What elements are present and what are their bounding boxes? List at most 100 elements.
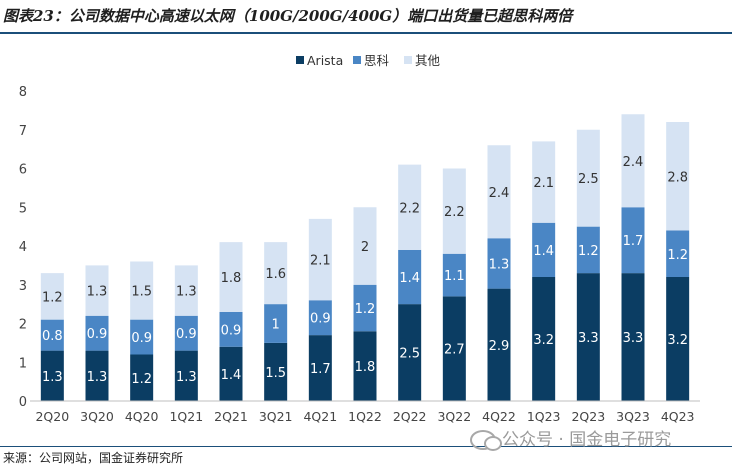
data-label: 1.3 xyxy=(176,370,197,385)
x-axis: 2Q20 3Q20 4Q20 1Q21 2Q21 3Q21 4Q21 1Q22 2Q22 3Q22… xyxy=(30,400,700,424)
x-tick-label: 4Q21 xyxy=(303,409,337,424)
data-label: 0.9 xyxy=(221,323,242,338)
data-label: 1.3 xyxy=(176,285,197,300)
bar-segment xyxy=(576,273,600,401)
x-tick-label: 1Q21 xyxy=(169,409,203,424)
bar-segment xyxy=(442,253,466,297)
legend-swatch xyxy=(404,56,412,64)
y-tick-label: 8 xyxy=(19,85,27,100)
bar-segment xyxy=(532,141,556,223)
bar-segment xyxy=(442,296,466,401)
bar-segment xyxy=(398,164,422,250)
y-tick-label: 2 xyxy=(19,318,27,333)
bar-segment xyxy=(130,261,154,320)
data-label: 1.5 xyxy=(265,366,286,381)
y-tick-label: 4 xyxy=(19,240,27,255)
bar-segment xyxy=(219,346,243,401)
x-tick-label: 3Q22 xyxy=(437,409,471,424)
data-label: 3.2 xyxy=(667,333,688,348)
bar-segment xyxy=(532,222,556,277)
bar-segment xyxy=(174,315,198,351)
data-label: 1.8 xyxy=(355,360,376,375)
bar-segment xyxy=(398,249,422,305)
bar-segment xyxy=(442,168,466,254)
x-tick-label: 2Q22 xyxy=(393,409,427,424)
bar-segment xyxy=(308,218,332,301)
data-label: 2.1 xyxy=(310,254,331,269)
footer-divider xyxy=(0,446,732,447)
legend: Arista 思科 其他 xyxy=(296,53,441,68)
y-tick-label: 7 xyxy=(19,124,27,139)
data-label: 1.3 xyxy=(489,257,510,272)
bar-segment xyxy=(398,304,422,401)
title-divider xyxy=(0,32,732,34)
bar-segment xyxy=(353,207,377,285)
data-label: 1.4 xyxy=(221,368,242,383)
bar-segment xyxy=(353,331,377,401)
data-label: 1.3 xyxy=(87,370,108,385)
x-tick-label: 3Q20 xyxy=(80,409,114,424)
x-tick-label: 4Q23 xyxy=(661,409,695,424)
bar-segment xyxy=(264,304,288,343)
bar-segment xyxy=(174,350,198,401)
x-tick-label: 1Q22 xyxy=(348,409,382,424)
data-label: 1.5 xyxy=(131,285,152,300)
data-label: 1.1 xyxy=(444,269,465,284)
y-axis: 0 1 2 3 4 5 6 7 8 xyxy=(19,85,27,410)
data-label: 1.7 xyxy=(310,362,331,377)
legend-swatch xyxy=(296,56,304,64)
data-label: 2.2 xyxy=(444,205,465,220)
bar-segment xyxy=(85,315,109,351)
data-label: 1.2 xyxy=(578,244,599,259)
x-tick-label: 4Q20 xyxy=(125,409,159,424)
data-label: 1.3 xyxy=(87,285,108,300)
data-label: 1.6 xyxy=(265,267,286,282)
data-label: 2 xyxy=(361,240,369,255)
bar-segment xyxy=(666,277,690,401)
bar-segment xyxy=(487,238,511,289)
data-label: 2.4 xyxy=(489,186,510,201)
data-label: 1.3 xyxy=(42,370,63,385)
data-label: 0.9 xyxy=(131,331,152,346)
data-label: 0.9 xyxy=(87,327,108,342)
legend-label: 思科 xyxy=(364,53,390,68)
data-label: 2.9 xyxy=(489,339,510,354)
bar-segment xyxy=(487,288,511,401)
bar-segment xyxy=(576,129,600,227)
data-label: 2.7 xyxy=(444,343,465,358)
bar-segment xyxy=(40,350,64,401)
data-label: 1 xyxy=(272,318,280,333)
data-label: 2.5 xyxy=(578,172,599,187)
bars: 1.3 0.8 1.2 1.3 0.9 1.3 1.2 0.9 1.5 1.3 0.9 1.3 1.4 0… xyxy=(40,114,690,401)
legend-label: 其他 xyxy=(415,53,441,68)
data-label: 1.8 xyxy=(221,271,242,286)
data-label: 1.7 xyxy=(623,234,644,249)
bar-segment xyxy=(85,265,109,316)
watermark-text: 公众号 · 国金电子研究 xyxy=(502,430,672,450)
bar-segment xyxy=(308,300,332,336)
bar-segment xyxy=(487,145,511,239)
x-tick-label: 2Q20 xyxy=(35,409,69,424)
legend-label: Arista xyxy=(307,53,343,68)
data-label: 1.2 xyxy=(42,290,63,305)
data-label: 0.9 xyxy=(310,312,331,327)
data-label: 1.4 xyxy=(533,244,554,259)
bar-segment xyxy=(666,230,690,277)
data-label: 0.8 xyxy=(42,329,63,344)
bar-segment xyxy=(308,335,332,401)
bar-segment xyxy=(85,350,109,401)
bar-segment xyxy=(621,207,645,274)
bar-segment xyxy=(576,226,600,274)
data-label: 0.9 xyxy=(176,327,197,342)
x-tick-label: 3Q21 xyxy=(259,409,293,424)
bar-segment xyxy=(219,311,243,347)
watermark: 公众号 · 国金电子研究 xyxy=(470,425,672,451)
data-label: 1.2 xyxy=(131,372,152,387)
bar-segment xyxy=(130,319,154,355)
y-tick-label: 1 xyxy=(19,356,27,371)
bar-segment xyxy=(264,342,288,401)
y-tick-label: 0 xyxy=(19,395,27,410)
data-label: 3.2 xyxy=(533,333,554,348)
bar-segment xyxy=(174,265,198,316)
